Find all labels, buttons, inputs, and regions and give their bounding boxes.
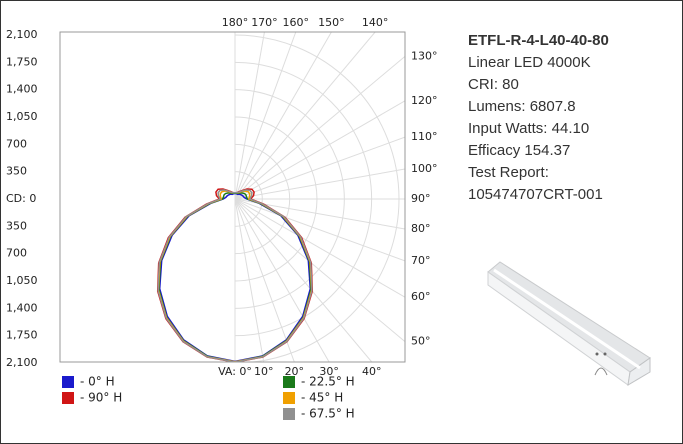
series-curve: [160, 194, 235, 362]
legend-label: - 0° H: [80, 375, 115, 389]
grid: [235, 32, 405, 363]
legend-label: - 90° H: [80, 391, 122, 405]
legend-label: - 67.5° H: [301, 407, 355, 421]
spec-line: Input Watts: 44.10: [468, 118, 609, 140]
r-tick-label: 1,750: [6, 329, 38, 342]
legend-swatch: [62, 376, 74, 388]
r-tick-label: 700: [6, 137, 27, 150]
r-tick-label: 350: [6, 219, 27, 232]
series-curve: [158, 189, 235, 362]
angle-tick-label: 40°: [362, 365, 382, 378]
r-tick-label: CD: 0: [6, 192, 36, 205]
angle-tick-label: 130°: [411, 49, 438, 62]
angle-tick-label: 50°: [411, 335, 431, 348]
r-tick-label: 1,750: [6, 55, 38, 68]
spec-line: CRI: 80: [468, 74, 609, 96]
series-curve: [235, 190, 312, 362]
page: 2,100 1,750 1,400 1,050 700 350 CD: 0 350 700 1,0…: [0, 0, 683, 444]
product-image: [488, 262, 650, 385]
model: ETFL-R-4-L40-40-80: [468, 30, 609, 52]
angle-tick-label: 60°: [411, 290, 431, 303]
r-tick-label: 2,100: [6, 28, 38, 41]
r-tick-label: 2,100: [6, 356, 38, 369]
series-curve: [159, 193, 235, 362]
angle-tick-label: VA: 0°: [218, 365, 252, 378]
spec-line: Linear LED 4000K: [468, 52, 609, 74]
spec-line: Lumens: 6807.8: [468, 96, 609, 118]
angle-tick-label: 160°: [283, 16, 310, 29]
angle-tick-label: 170°: [251, 16, 278, 29]
angle-tick-label: 150°: [318, 16, 345, 29]
legend-swatch: [62, 392, 74, 404]
spec-line: 105474707CRT-001: [468, 184, 609, 206]
r-tick-label: 700: [6, 247, 27, 260]
angle-tick-label: 90°: [411, 192, 431, 205]
r-tick-label: 1,400: [6, 83, 38, 96]
series-curve: [235, 189, 312, 362]
legend-swatch: [283, 392, 295, 404]
r-tick-label: 1,050: [6, 274, 38, 287]
angle-tick-label: 110°: [411, 130, 438, 143]
legend-swatch: [283, 408, 295, 420]
angle-tick-label: 70°: [411, 254, 431, 267]
legend-label: - 45° H: [301, 391, 343, 405]
series-curve: [158, 190, 235, 362]
spec-line: Test Report:: [468, 162, 609, 184]
angle-tick-label: 120°: [411, 94, 438, 107]
spec-line: Efficacy 154.37: [468, 140, 609, 162]
angle-tick-label: 10°: [254, 365, 274, 378]
series-curve: [158, 191, 235, 362]
r-tick-label: 350: [6, 165, 27, 178]
angle-tick-label: 80°: [411, 222, 431, 235]
angle-tick-label: 100°: [411, 162, 438, 175]
legend-swatch: [283, 376, 295, 388]
r-tick-label: 1,050: [6, 110, 38, 123]
legend-label: - 22.5° H: [301, 375, 355, 389]
angle-tick-label: 140°: [362, 16, 389, 29]
angle-tick-label: 180°: [222, 16, 249, 29]
r-tick-label: 1,400: [6, 301, 38, 314]
